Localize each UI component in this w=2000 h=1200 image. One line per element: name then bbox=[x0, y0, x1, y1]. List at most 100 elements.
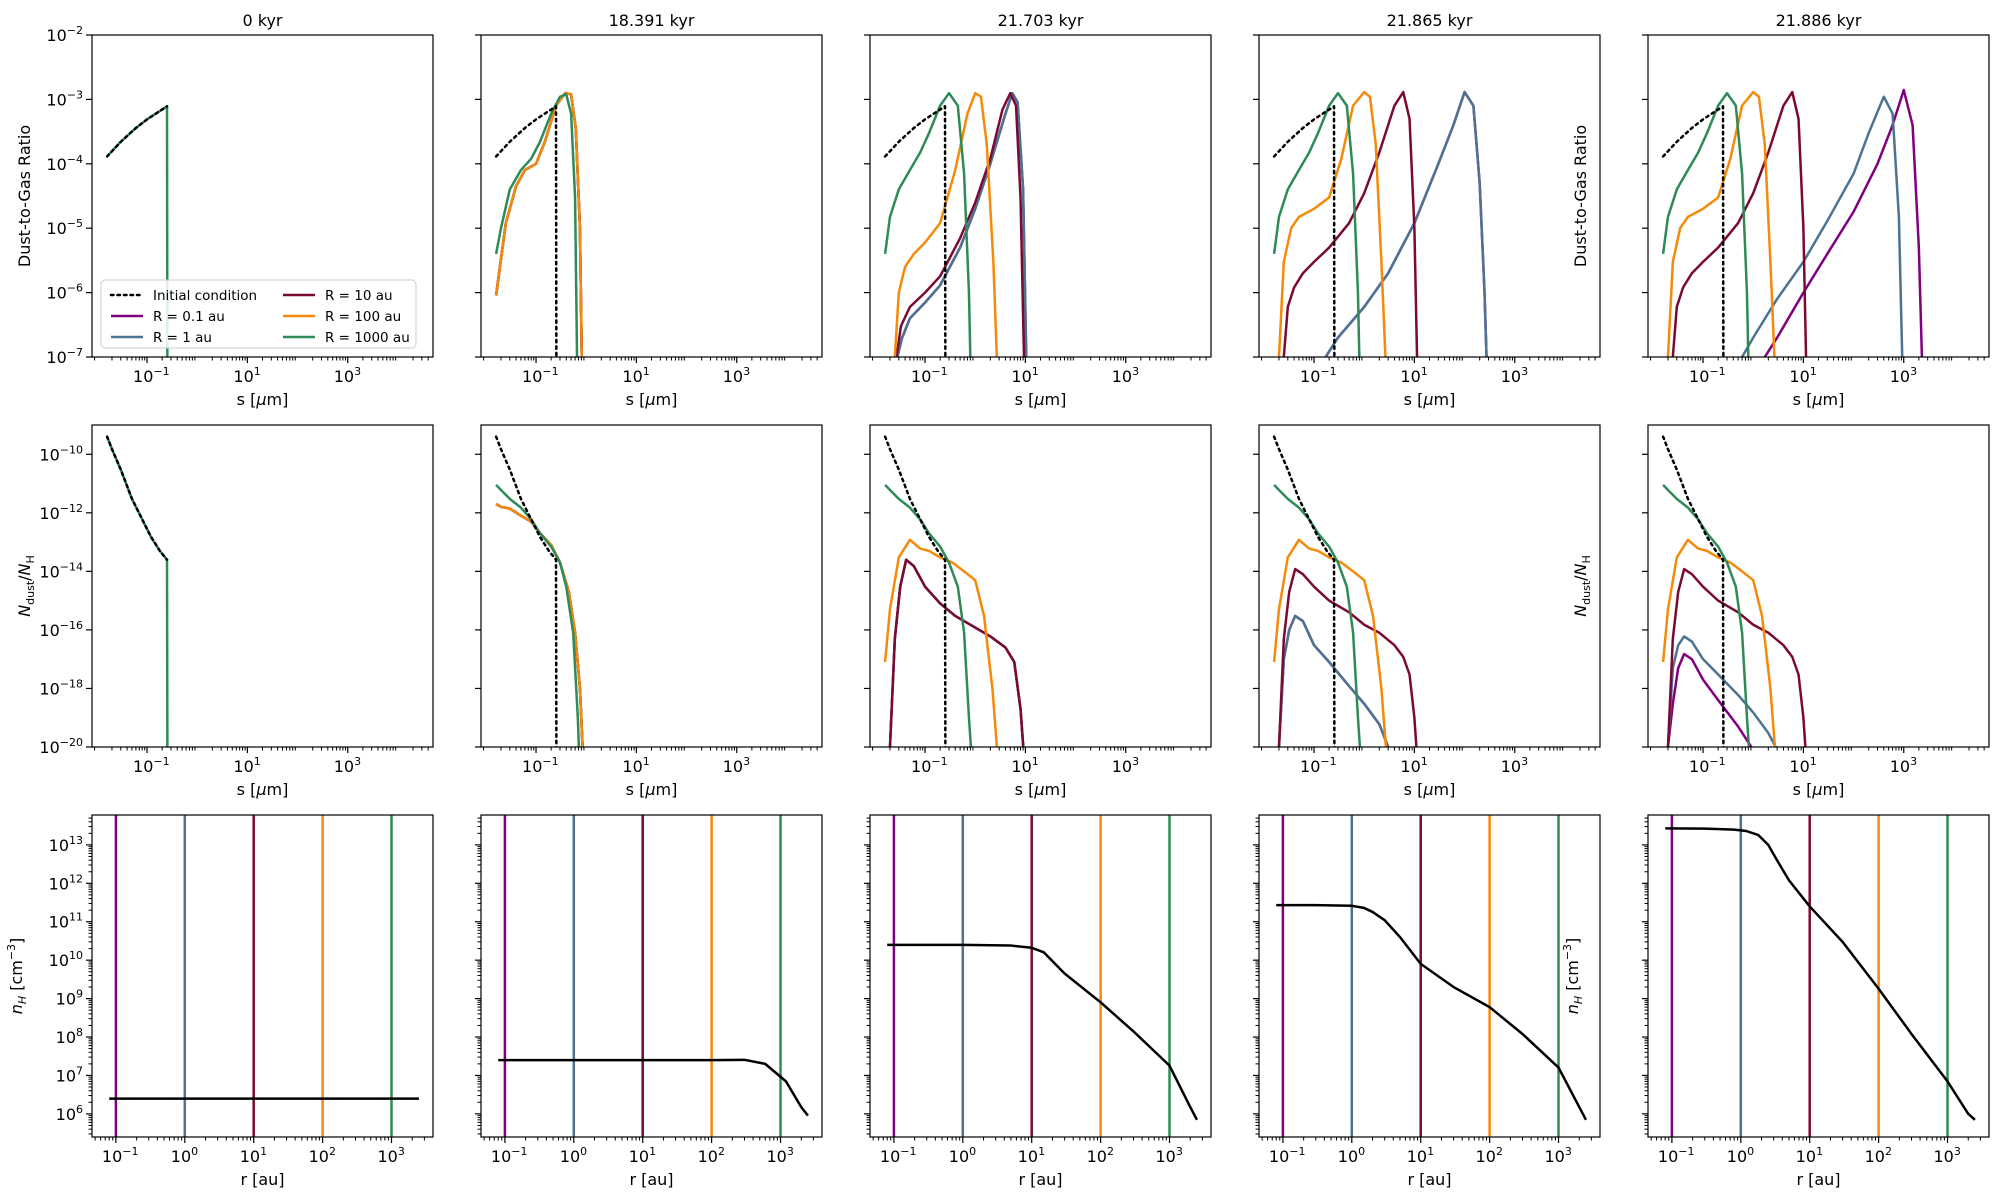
x-tick-label: 101 bbox=[240, 1145, 267, 1166]
x-tick-label: 101 bbox=[1018, 1145, 1045, 1166]
series-R1000-line bbox=[105, 436, 169, 747]
x-axis-label: s [μm] bbox=[237, 780, 289, 799]
axes-frame bbox=[480, 424, 823, 748]
y-axis-label: Dust-to-Gas Ratio bbox=[15, 125, 34, 267]
panel-title: 18.391 kyr bbox=[609, 11, 695, 30]
y-tick-label: 1010 bbox=[49, 949, 83, 970]
panel-r1-c3: 10−1 101 103 s [μm] bbox=[1253, 424, 1601, 799]
x-axis-label: s [μm] bbox=[1793, 780, 1845, 799]
panel-r0-c0: 10−1 101 103 10−7 10−6 10−5 10−4 10−3 10−2 Dust-t… bbox=[15, 11, 434, 409]
density-profile-line bbox=[498, 1058, 809, 1117]
x-tick-label: 10−1 bbox=[1658, 1145, 1695, 1166]
y-tick-label: 1013 bbox=[49, 834, 83, 855]
x-tick-label: 103 bbox=[767, 1145, 794, 1166]
series-R100-line bbox=[494, 91, 584, 357]
series-initial-line bbox=[105, 105, 169, 158]
density-profile-line bbox=[1665, 827, 1976, 1121]
series-initial-line bbox=[494, 435, 558, 747]
y-tick-label: 1011 bbox=[49, 911, 83, 932]
x-tick-label: 100 bbox=[1338, 1145, 1365, 1166]
series-R100-line bbox=[883, 538, 999, 747]
y-tick-label: 10−7 bbox=[46, 346, 83, 367]
series-R1-line bbox=[1277, 614, 1390, 747]
series-initial-line bbox=[1272, 105, 1336, 357]
x-tick-label: 10−1 bbox=[1269, 1145, 1306, 1166]
y-tick-label: 10−3 bbox=[46, 88, 83, 109]
x-tick-label: 103 bbox=[1890, 365, 1917, 386]
x-tick-label: 101 bbox=[233, 365, 260, 386]
x-tick-label: 100 bbox=[171, 1145, 198, 1166]
y-tick-label: 10−14 bbox=[39, 560, 83, 581]
x-tick-label: 102 bbox=[1476, 1145, 1503, 1166]
panel-r0-c3: 10−1 101 103 s [μm] 21.865 kyr bbox=[1253, 11, 1601, 409]
series-initial-line bbox=[494, 105, 558, 357]
series-R1000-line bbox=[1661, 91, 1750, 357]
series-R1-line bbox=[1741, 95, 1904, 357]
x-axis-label: s [μm] bbox=[626, 780, 678, 799]
y-tick-label: 106 bbox=[56, 1103, 83, 1124]
axes-frame bbox=[869, 424, 1212, 748]
panel-title: 21.865 kyr bbox=[1387, 11, 1473, 30]
x-tick-label: 103 bbox=[723, 755, 750, 776]
panel-r1-c1: 10−1 101 103 s [μm] bbox=[475, 424, 823, 799]
series-R0.1-line bbox=[1763, 88, 1924, 357]
panel-title: 21.703 kyr bbox=[998, 11, 1084, 30]
legend-label-R1: R = 1 au bbox=[153, 330, 212, 346]
series-R1000-line bbox=[495, 484, 581, 747]
y-tick-label: 10−10 bbox=[39, 443, 83, 464]
panel-title: 21.886 kyr bbox=[1776, 11, 1862, 30]
y-tick-label: 10−18 bbox=[39, 677, 83, 698]
series-R1000-line bbox=[1273, 484, 1362, 747]
x-tick-label: 10−1 bbox=[133, 365, 170, 386]
y-tick-label: 10−2 bbox=[46, 24, 83, 45]
density-profile-line bbox=[887, 943, 1199, 1121]
series-R1000-line bbox=[494, 93, 579, 357]
panel-r0-c1: 10−1 101 103 s [μm] 18.391 kyr bbox=[475, 11, 823, 409]
x-tick-label: 10−1 bbox=[1300, 755, 1337, 776]
x-tick-label: 103 bbox=[1156, 1145, 1183, 1166]
x-tick-label: 100 bbox=[949, 1145, 976, 1166]
x-tick-label: 103 bbox=[334, 755, 361, 776]
x-tick-label: 10−1 bbox=[102, 1145, 139, 1166]
axes-frame bbox=[1647, 34, 1990, 358]
panel-r2-c0: 10−1 100 101 102 103 106 107 108 109 1010 1011 1012… bbox=[5, 814, 434, 1189]
x-tick-label: 10−1 bbox=[522, 755, 559, 776]
axes-frame bbox=[91, 814, 434, 1138]
x-tick-label: 100 bbox=[560, 1145, 587, 1166]
x-axis-label: r [au] bbox=[240, 1170, 284, 1189]
y-tick-label: 10−6 bbox=[46, 282, 83, 303]
series-R10-line bbox=[895, 91, 1026, 357]
y-tick-label: 108 bbox=[56, 1026, 83, 1047]
axes-frame bbox=[91, 34, 434, 358]
x-tick-label: 103 bbox=[1112, 755, 1139, 776]
axes-frame bbox=[869, 34, 1212, 358]
series-R10-line bbox=[1671, 90, 1808, 357]
series-initial-line bbox=[883, 435, 947, 747]
x-tick-label: 102 bbox=[309, 1145, 336, 1166]
y-axis-label: nH [cm−3] bbox=[5, 938, 29, 1015]
legend-label-initial: Initial condition bbox=[153, 288, 257, 304]
x-axis-label: s [μm] bbox=[1015, 390, 1067, 409]
x-axis-label: r [au] bbox=[1018, 1170, 1062, 1189]
series-R1000-line bbox=[1272, 91, 1361, 357]
x-tick-label: 10−1 bbox=[491, 1145, 528, 1166]
x-axis-label: r [au] bbox=[629, 1170, 673, 1189]
series-R10-line bbox=[1282, 90, 1419, 357]
x-tick-label: 103 bbox=[1934, 1145, 1961, 1166]
panel-r2-c2: 10−1 100 101 102 103 r [au] bbox=[864, 814, 1212, 1189]
panel-r2-c3: 10−1 100 101 102 103 r [au] bbox=[1253, 814, 1601, 1189]
x-axis-label: r [au] bbox=[1796, 1170, 1840, 1189]
series-R1000-line bbox=[884, 484, 973, 747]
x-tick-label: 103 bbox=[334, 365, 361, 386]
y-axis-label: Ndust/NH bbox=[15, 555, 37, 617]
series-R0.1-line bbox=[495, 502, 584, 747]
axes-frame bbox=[91, 424, 434, 748]
x-tick-label: 101 bbox=[1407, 1145, 1434, 1166]
x-tick-label: 101 bbox=[622, 755, 649, 776]
x-tick-label: 101 bbox=[622, 365, 649, 386]
series-initial-line bbox=[105, 435, 169, 561]
panel-r1-c2: 10−1 101 103 s [μm] bbox=[864, 424, 1212, 799]
x-tick-label: 103 bbox=[1545, 1145, 1572, 1166]
x-tick-label: 101 bbox=[1796, 1145, 1823, 1166]
